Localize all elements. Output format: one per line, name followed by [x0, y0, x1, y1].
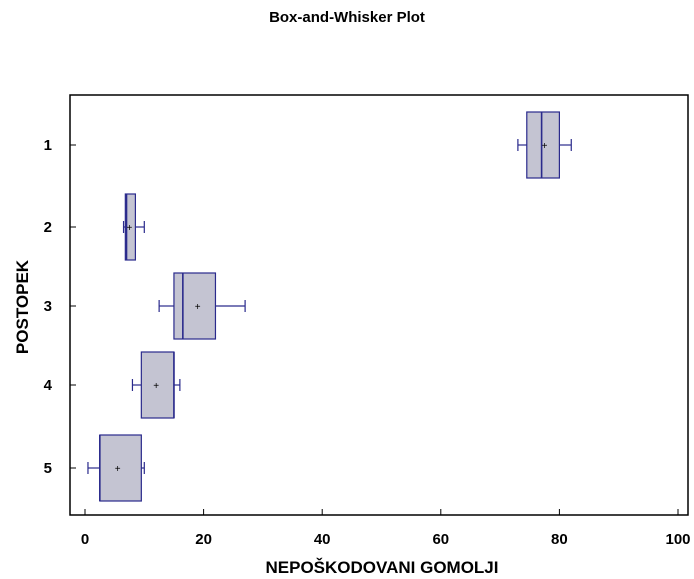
- mean-marker: +: [542, 141, 548, 152]
- x-tick-label: 40: [314, 531, 331, 548]
- mean-marker: +: [127, 223, 133, 234]
- y-tick-label: 1: [44, 137, 52, 154]
- plot-area-frame: [69, 94, 689, 516]
- x-axis-label: NEPOŠKODOVANI GOMOLJI: [266, 558, 499, 577]
- y-tick-label: 3: [44, 298, 52, 315]
- box-5: +: [87, 434, 145, 502]
- mean-marker: +: [153, 381, 159, 392]
- x-tick-label: 80: [551, 531, 568, 548]
- box-series: + + + + +: [87, 111, 572, 502]
- x-tick-label: 0: [81, 531, 89, 548]
- box-2: +: [122, 193, 145, 261]
- y-tick-labels: 1 2 3 4 5: [44, 137, 76, 477]
- box-body: [124, 193, 137, 261]
- box-body: [526, 111, 560, 179]
- box-1: +: [517, 111, 572, 179]
- box-body: [99, 434, 142, 502]
- x-tick-label: 100: [665, 531, 690, 548]
- mean-marker: +: [195, 302, 201, 313]
- y-tick-label: 5: [44, 460, 52, 477]
- y-tick-label: 4: [44, 377, 53, 394]
- chart-title: Box-and-Whisker Plot: [269, 9, 425, 26]
- y-tick-label: 2: [44, 219, 52, 236]
- box-3: +: [158, 272, 246, 340]
- x-tick-labels: 0 20 40 60 80 100: [81, 509, 691, 548]
- x-tick-label: 20: [195, 531, 212, 548]
- box-body: [140, 351, 175, 419]
- box-4: +: [131, 351, 181, 419]
- y-axis-label: POSTOPEK: [13, 259, 32, 354]
- mean-marker: +: [115, 464, 121, 475]
- x-tick-label: 60: [432, 531, 449, 548]
- box-body: [173, 272, 217, 340]
